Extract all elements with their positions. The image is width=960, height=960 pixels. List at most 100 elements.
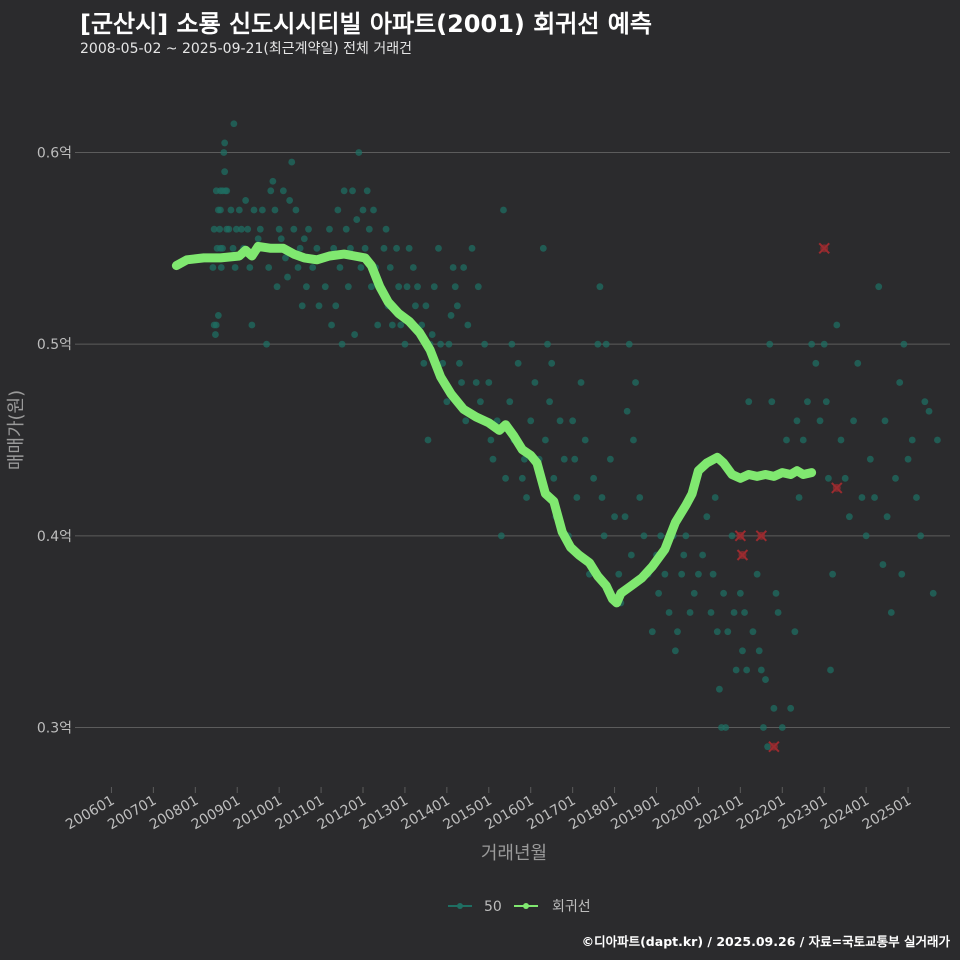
scatter-point [449, 264, 457, 271]
scatter-point [858, 494, 866, 501]
scatter-point [508, 340, 516, 348]
legend-item-50: 50 [448, 899, 502, 915]
scatter-point [598, 494, 606, 501]
regression-line-layer [171, 241, 817, 608]
scatter-point [458, 379, 465, 386]
legend-label-50: 50 [484, 899, 502, 915]
scatter-point [428, 331, 436, 338]
scatter-point [686, 609, 694, 616]
scatter-point [724, 628, 732, 636]
scatter-point [344, 283, 352, 291]
scatter-point [896, 379, 904, 386]
scatter-point [648, 628, 656, 636]
scatter-point [451, 283, 459, 291]
scatter-point [232, 225, 240, 233]
scatter-point [623, 407, 631, 415]
scatter-point [787, 704, 795, 712]
scatter-point [217, 244, 224, 252]
scatter-point [420, 359, 428, 367]
scatter-point [762, 676, 769, 683]
scatter-point [625, 340, 633, 348]
outlier-cross-b [768, 740, 780, 753]
scatter-point [220, 149, 228, 156]
scatter-point [388, 321, 396, 329]
x-axis-title: 거래년월 [481, 843, 547, 864]
scatter-point [837, 436, 845, 444]
scatter-point [414, 283, 421, 291]
regression-line [171, 241, 817, 608]
scatter-point [242, 197, 250, 204]
scatter-point [627, 551, 635, 559]
scatter-point [913, 494, 920, 501]
outlier-marker [736, 549, 749, 561]
scatter-point [636, 494, 644, 501]
scatter-point [397, 321, 405, 329]
outlier-marker [831, 482, 843, 494]
scatter-point [489, 455, 497, 463]
scatter-point [741, 609, 748, 616]
scatter-point [210, 225, 218, 233]
scatter-point [682, 532, 690, 540]
scatter-point [556, 417, 564, 425]
scatter-point [286, 197, 294, 204]
scatter-point [850, 417, 857, 425]
scatter-point [401, 340, 409, 348]
scatter-point [386, 264, 394, 271]
scatter-point [231, 264, 239, 271]
scatter-point [338, 340, 346, 348]
outlier-cross-b [734, 530, 747, 542]
scatter-point [359, 206, 367, 214]
scatter-point [518, 474, 526, 482]
scatter-point [235, 206, 243, 214]
scatter-point [269, 177, 277, 185]
scatter-point [934, 436, 941, 444]
scatter-point [527, 417, 535, 425]
scatter-point [569, 417, 577, 425]
scatter-point [757, 666, 765, 674]
scatter-point [699, 551, 707, 559]
source-footer: ©디아파트(dapt.kr) / 2025.09.26 / 자료=국토교통부 실… [581, 934, 950, 949]
scatter-point [330, 244, 338, 252]
scatter-point [443, 398, 451, 406]
scatter-point [745, 398, 753, 406]
outlier-marker [768, 740, 780, 753]
scatter-point [829, 570, 837, 578]
scatter-point [209, 264, 217, 271]
scatter-point [695, 570, 702, 578]
scatter-point [875, 283, 883, 291]
scatter-point [514, 359, 522, 367]
scatter-point [925, 407, 933, 415]
scatter-point [464, 321, 472, 329]
scatter-point [212, 331, 219, 338]
y-tick-label: 0.3억 [37, 721, 72, 737]
scatter-point [212, 321, 220, 329]
scatter-point [594, 340, 602, 348]
scatter-point [294, 264, 302, 271]
scatter-point [632, 379, 639, 386]
scatter-point [881, 417, 889, 425]
scatter-point [430, 283, 438, 291]
scatter-point [531, 379, 539, 386]
scatter-point [254, 235, 262, 243]
scatter-point [774, 609, 782, 616]
y-tick-label: 0.5억 [37, 337, 72, 353]
outlier-cross-b [818, 242, 830, 255]
scatter-point [548, 359, 556, 367]
scatter-point [600, 532, 608, 540]
scatter-point [657, 532, 665, 540]
scatter-point [409, 264, 417, 271]
scatter-point [363, 187, 371, 195]
scatter-point [349, 187, 356, 195]
scatter-point [665, 609, 673, 616]
scatter-point [581, 436, 589, 444]
scatter-point [898, 570, 906, 578]
scatter-point [506, 398, 514, 406]
scatter-point [804, 398, 811, 406]
scatter-point [671, 647, 679, 655]
scatter-point [309, 264, 317, 271]
scatter-point [743, 666, 751, 674]
scatter-point [546, 398, 553, 406]
scatter-point [258, 206, 266, 214]
scatter-point [403, 283, 411, 291]
scatter-point [795, 494, 803, 501]
